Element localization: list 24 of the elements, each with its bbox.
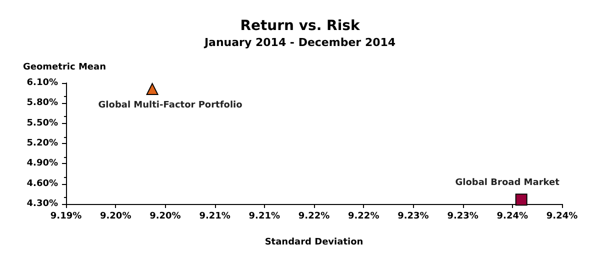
chart-subtitle: January 2014 - December 2014 xyxy=(203,36,396,49)
y-tick-label: 5.20% xyxy=(26,138,58,148)
y-tick-label: 4.60% xyxy=(26,178,58,189)
y-tick-label: 4.30% xyxy=(26,199,58,209)
x-tick-label: 9.21% xyxy=(199,212,230,222)
x-tick-label: 9.22% xyxy=(348,212,380,222)
x-tick-label: 9.19% xyxy=(50,212,82,222)
x-tick-label: 9.21% xyxy=(248,212,280,222)
x-tick-label: 9.20% xyxy=(150,212,181,222)
y-tick-label: 5.80% xyxy=(26,98,58,108)
x-axis-title: Standard Deviation xyxy=(264,238,364,248)
y-tick-label: 5.50% xyxy=(26,118,58,128)
x-tick-label: 9.22% xyxy=(298,212,330,222)
chart-title: Return vs. Risk xyxy=(240,18,360,34)
y-axis-title: Geometric Mean xyxy=(23,62,106,72)
x-tick-label: 9.24% xyxy=(546,212,578,222)
y-tick-label: 4.90% xyxy=(26,158,58,169)
x-tick-label: 9.20% xyxy=(100,212,132,222)
series-label: Global Multi-Factor Portfolio xyxy=(98,100,242,111)
series-label: Global Broad Market xyxy=(455,178,560,188)
x-tick-label: 9.23% xyxy=(447,212,478,222)
x-tick-label: 9.24% xyxy=(496,212,528,222)
x-tick-label: 9.23% xyxy=(398,212,429,222)
y-tick-label: 6.10% xyxy=(26,78,58,88)
